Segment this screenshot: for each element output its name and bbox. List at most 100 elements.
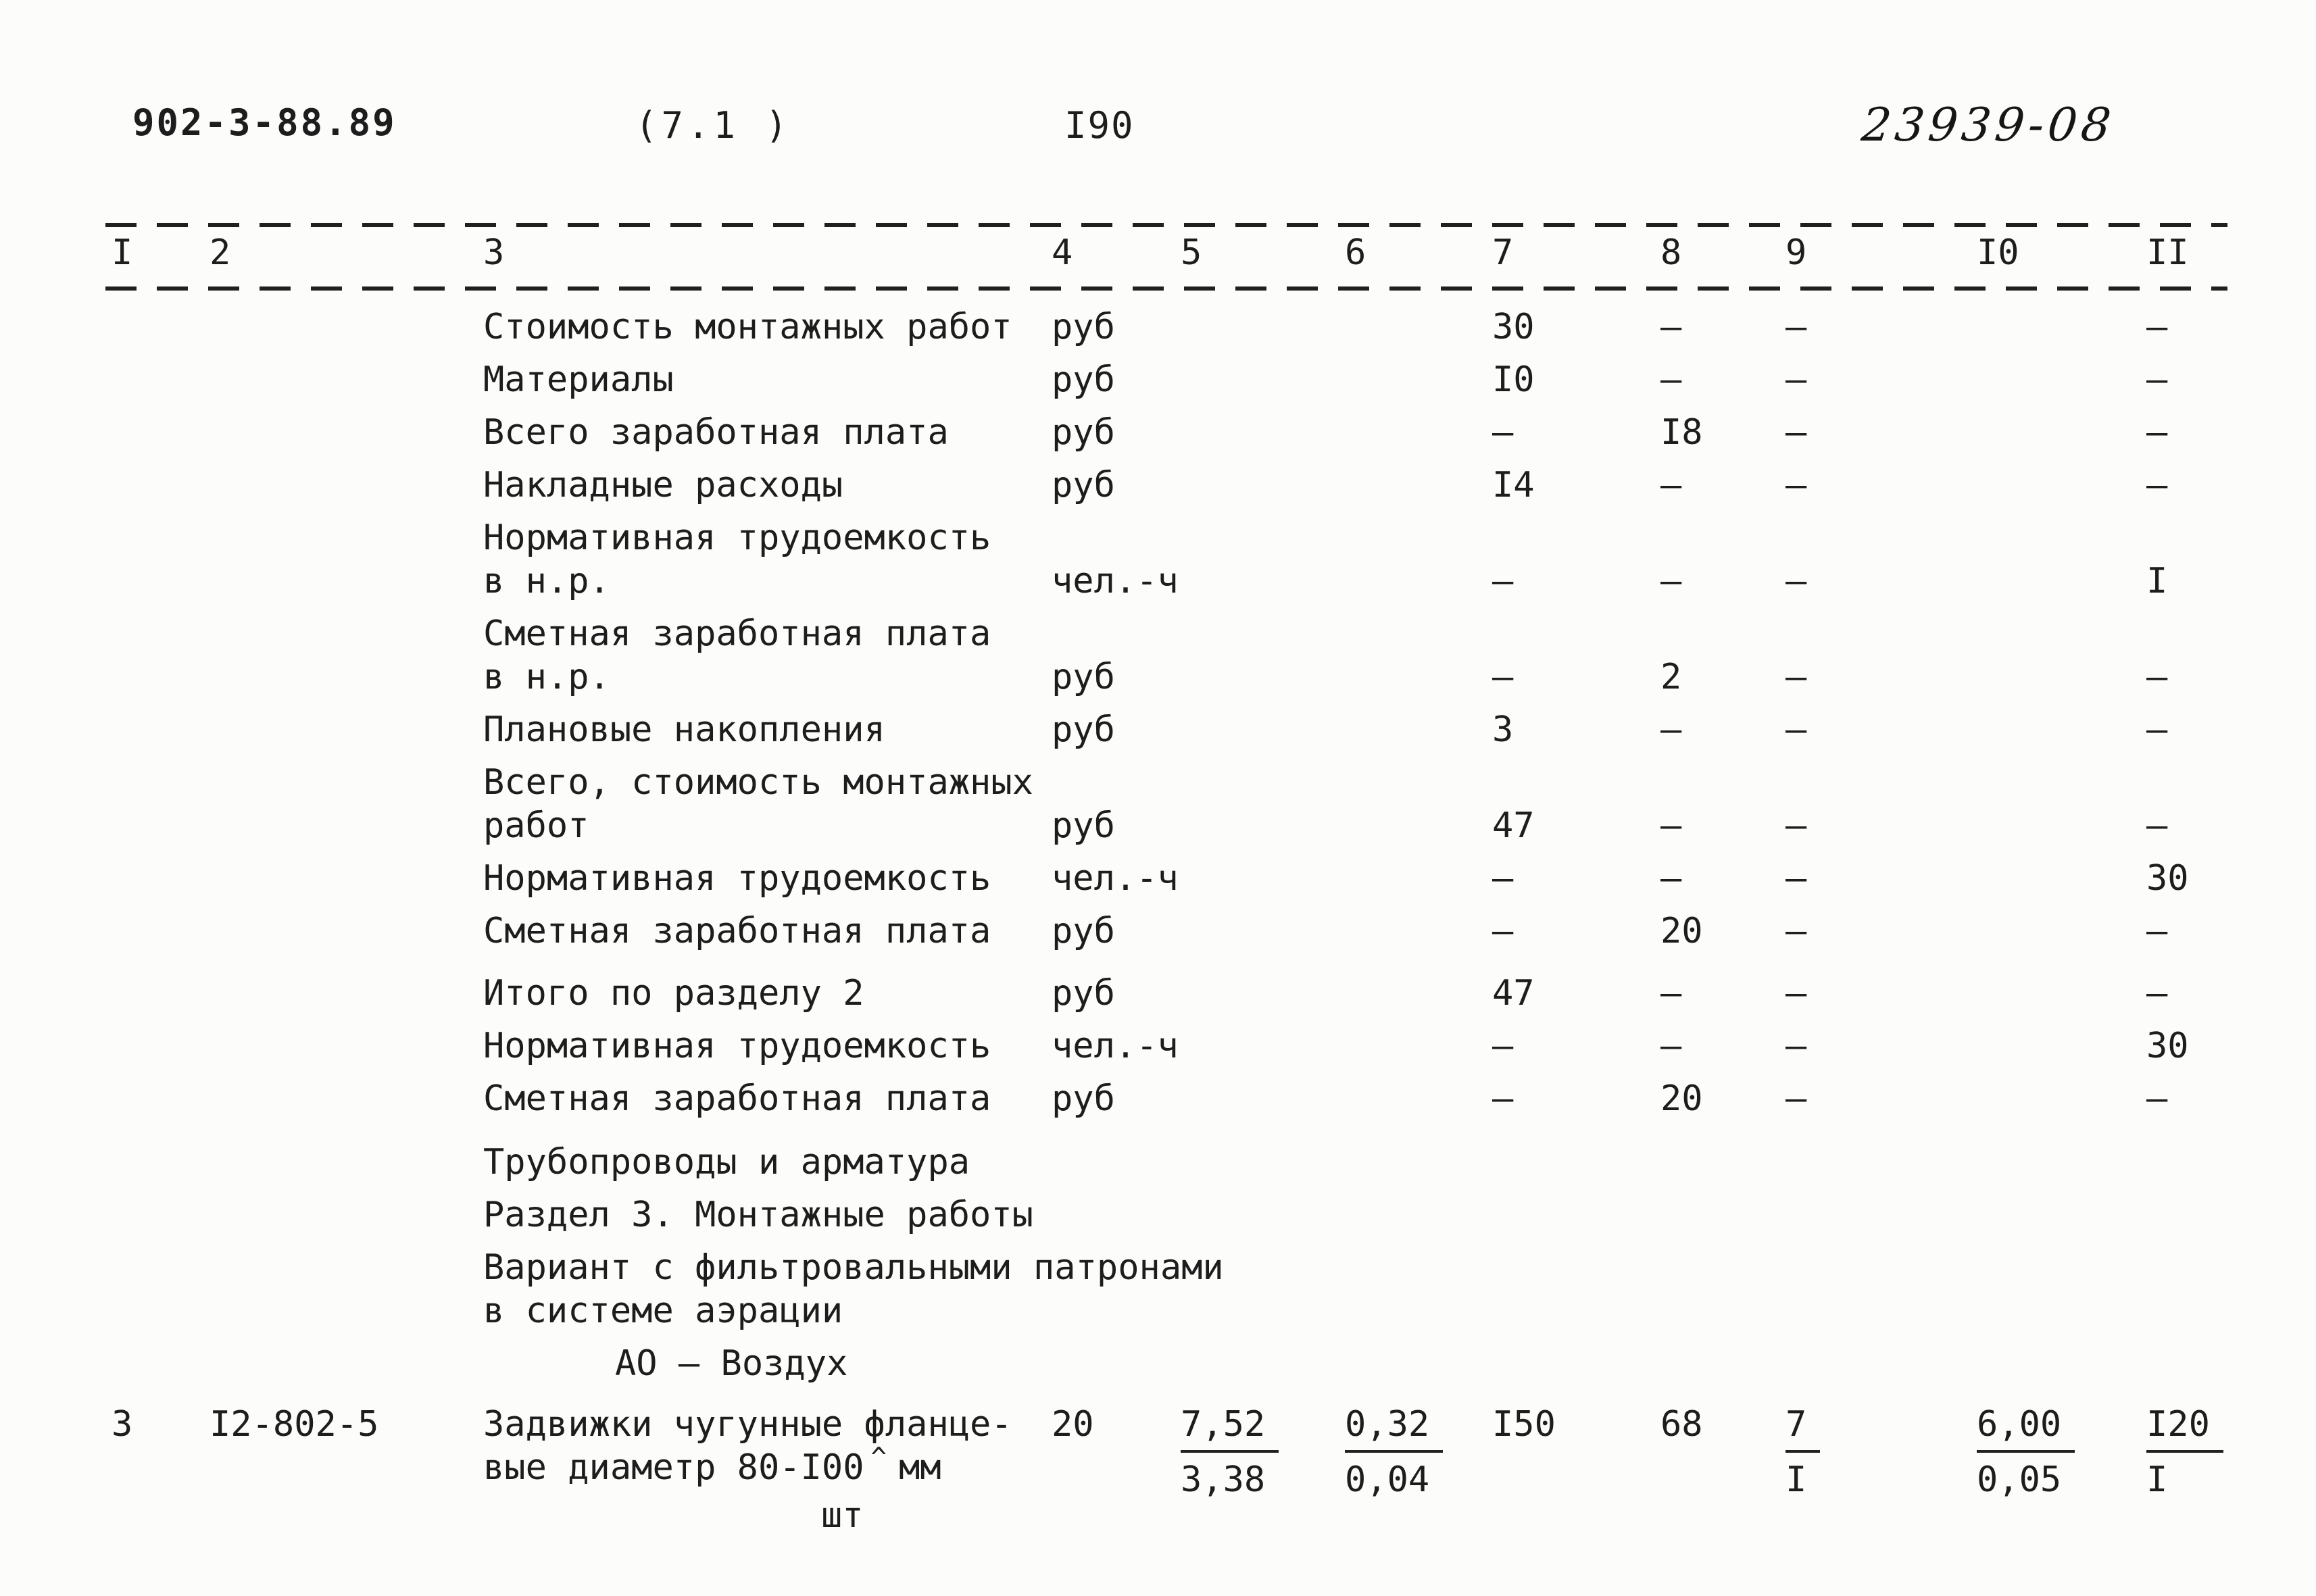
row-value-c8: – (1660, 805, 1682, 846)
row-value-c8: – (1660, 465, 1682, 505)
row-value-c11: I (2146, 561, 2168, 601)
dashed-rule-bottom (105, 286, 2227, 291)
item-label-line2: вые диаметр 80-I00 ^ мм (483, 1442, 941, 1489)
row-value-c7: I4 (1492, 465, 1535, 505)
item-label-line1: Задвижки чугунные фланце- (483, 1404, 1012, 1445)
row-value-c7: 47 (1492, 973, 1535, 1014)
row-unit: руб (1052, 412, 1115, 453)
row-unit: руб (1052, 805, 1115, 846)
table-row: Сметная заработная плата руб – 20 – – (112, 1077, 2316, 1120)
col-num-7: 7 (1492, 232, 1514, 273)
row-value-c11: – (2146, 412, 2168, 453)
row-value-c7: – (1492, 561, 1514, 601)
row-unit: руб (1052, 709, 1115, 750)
col-num-11: II (2146, 232, 2189, 273)
row-label: Всего, стоимость монтажных (483, 762, 1033, 803)
item-row: 3 I2-802-5 Задвижки чугунные фланце- вые… (112, 1403, 2316, 1537)
row-value-c9: – (1785, 561, 1807, 601)
section-ref: (7.1 ) (635, 104, 792, 147)
section-razdel-title: Раздел 3. Монтажные работы (483, 1195, 1033, 1235)
section-pipes-title: Трубопроводы и арматура (483, 1142, 970, 1182)
row-value-c9: – (1785, 858, 1807, 899)
col-num-4: 4 (1052, 232, 1073, 273)
row-value-c9: – (1785, 1026, 1807, 1066)
col-num-10: I0 (1977, 232, 2019, 273)
row-value-c8: – (1660, 709, 1682, 750)
item-quantity: 20 (1052, 1404, 1094, 1445)
item-fraction-c11: I20 I (2146, 1403, 2263, 1501)
page-header: 902-3-88.89 (7.1 ) I90 23939-08 (0, 99, 2316, 162)
row-value-c11: 30 (2146, 1026, 2189, 1066)
row-value-c9: – (1785, 973, 1807, 1014)
fraction-top: 7,52 (1181, 1403, 1279, 1453)
row-value-c7: 30 (1492, 307, 1535, 347)
row-value-c8: 2 (1660, 657, 1682, 697)
row-value-c8: 20 (1660, 1078, 1703, 1119)
row-value-c8: – (1660, 561, 1682, 601)
row-value-c7: – (1492, 412, 1514, 453)
row-value-c8: – (1660, 359, 1682, 400)
row-value-c11: – (2146, 1078, 2168, 1119)
col-num-3: 3 (483, 232, 505, 273)
table-row: Нормативная трудоемкость чел.-ч – – – 30 (112, 1024, 2316, 1068)
dashed-rule-top (105, 223, 2227, 227)
row-value-c9: – (1785, 412, 1807, 453)
row-value-c9: – (1785, 805, 1807, 846)
row-value-c11: – (2146, 359, 2168, 400)
item-fraction-c10: 6,00 0,05 (1977, 1403, 2146, 1501)
row-label-line2: в н.р. (483, 561, 610, 601)
doc-number: 902-3-88.89 (132, 101, 397, 144)
row-value-c8: – (1660, 1026, 1682, 1066)
row-unit: руб (1052, 911, 1115, 951)
item-fraction-c6: 0,32 0,04 (1345, 1403, 1492, 1501)
row-value-c11: – (2146, 657, 2168, 697)
row-value-c8: – (1660, 307, 1682, 347)
row-value-c9: – (1785, 307, 1807, 347)
section-block: Трубопроводы и арматура Раздел 3. Монтаж… (112, 1141, 2316, 1385)
row-value-c11: – (2146, 709, 2168, 750)
section-ao-row: АО – Воздух (112, 1342, 2316, 1385)
fraction-bottom: 3,38 (1181, 1460, 1266, 1500)
row-label: Материалы (483, 359, 674, 400)
item-code: I2-802-5 (210, 1404, 379, 1445)
section-variant-line1: Вариант с фильтровальными патронами (483, 1247, 1224, 1288)
row-value-c11: – (2146, 465, 2168, 505)
row-label: Стоимость монтажных работ (483, 307, 1012, 347)
row-value-c11: – (2146, 973, 2168, 1014)
table-row: Накладные расходы руб I4 – – – (112, 464, 2316, 507)
item-value-c8: 68 (1660, 1404, 1703, 1445)
handwritten-code: 23939-08 (1858, 99, 2117, 152)
fraction-top: 0,32 (1345, 1403, 1444, 1453)
fraction-top: 7 (1785, 1403, 1821, 1453)
row-unit: руб (1052, 307, 1115, 347)
col-num-6: 6 (1345, 232, 1366, 273)
item-unit: шт (821, 1495, 864, 1536)
row-value-c11: 30 (2146, 858, 2189, 899)
row-value-c7: – (1492, 1026, 1514, 1066)
row-label: Сметная заработная плата (483, 911, 991, 951)
col-num-5: 5 (1181, 232, 1202, 273)
row-label: Сметная заработная плата (483, 614, 991, 654)
row-label: Нормативная трудоемкость (483, 518, 991, 558)
row-value-c7: – (1492, 911, 1514, 951)
row-label: Итого по разделу 2 (483, 973, 864, 1014)
row-unit: руб (1052, 1078, 1115, 1119)
fraction-top: I20 (2146, 1403, 2223, 1453)
fraction-bottom: 0,04 (1345, 1460, 1430, 1500)
item-value-c7: I50 (1492, 1404, 1556, 1445)
row-unit: руб (1052, 359, 1115, 400)
row-value-c7: 3 (1492, 709, 1514, 750)
table-row: Всего заработная плата руб – I8 – – (112, 411, 2316, 454)
col-num-8: 8 (1660, 232, 1682, 273)
row-unit: руб (1052, 657, 1115, 697)
row-label: Сметная заработная плата (483, 1078, 991, 1119)
page-number: I90 (1064, 104, 1135, 147)
table-row: Материалы руб I0 – – – (112, 358, 2316, 401)
row-value-c7: – (1492, 1078, 1514, 1119)
row-value-c8: – (1660, 973, 1682, 1014)
row-unit: чел.-ч (1052, 1026, 1179, 1066)
table-row: Стоимость монтажных работ руб 30 – – – (112, 305, 2316, 349)
section-ao-vozduh: АО – Воздух (615, 1343, 848, 1384)
insert-caret-mark: ^ (870, 1442, 887, 1473)
row-value-c7: – (1492, 657, 1514, 697)
